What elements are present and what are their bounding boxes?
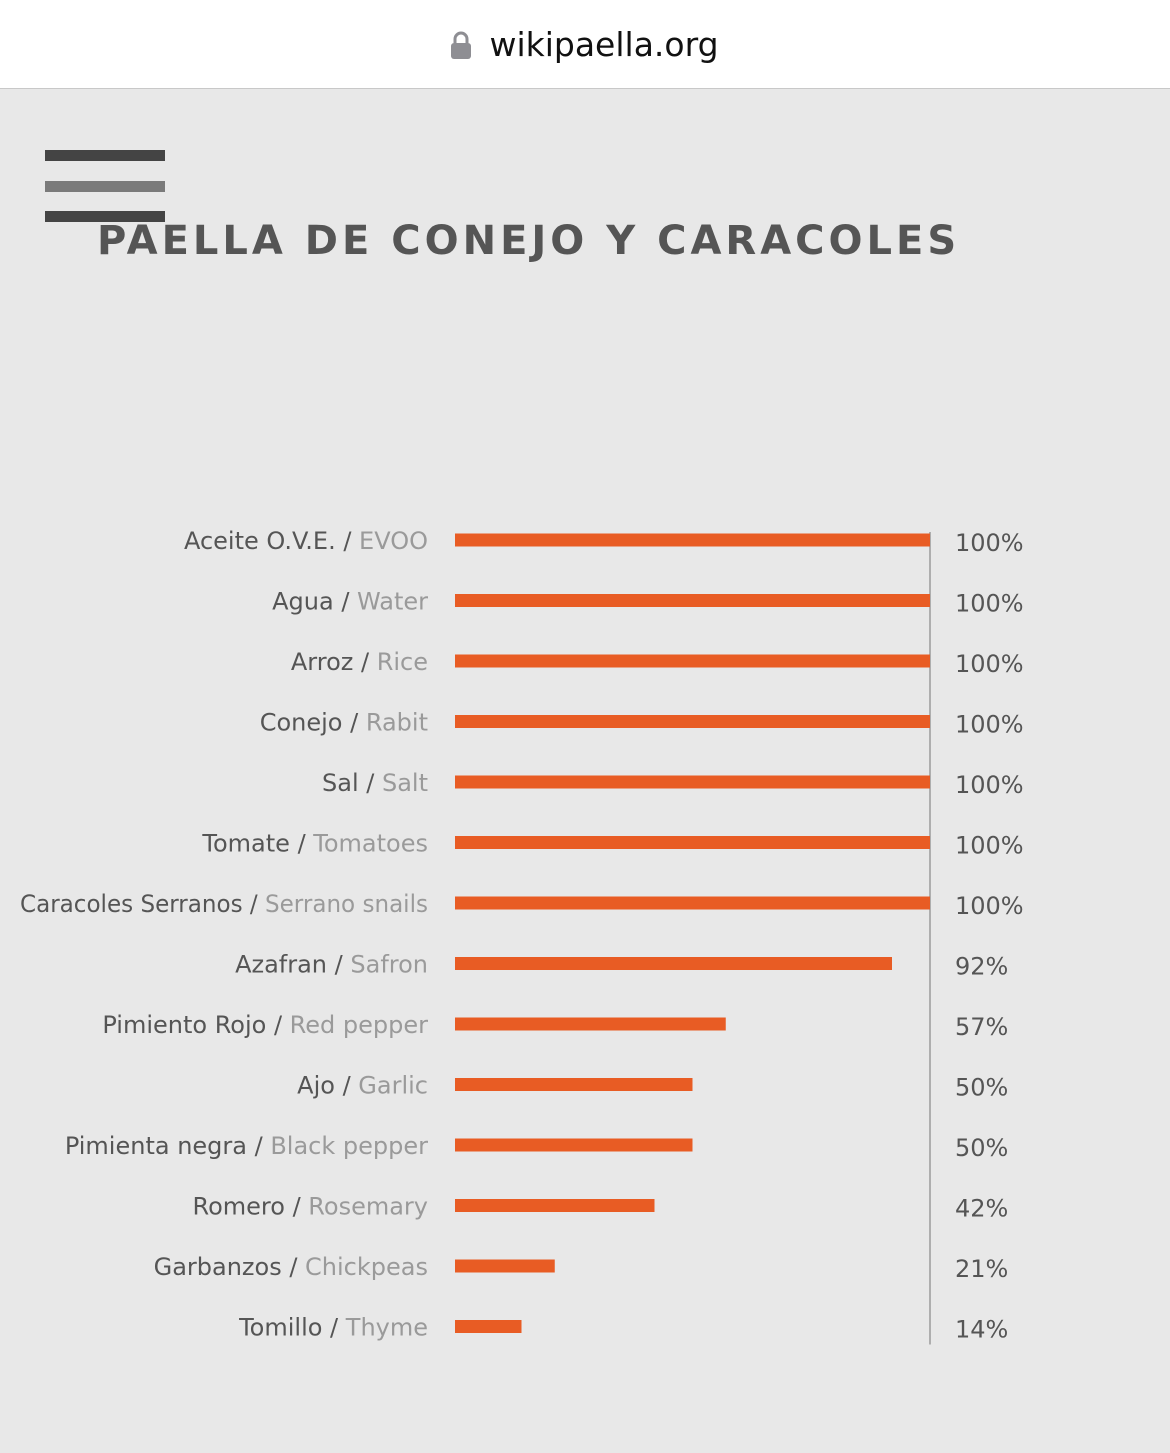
category-label: Arroz / Rice — [291, 648, 428, 676]
lock-icon — [451, 31, 472, 59]
bar — [455, 594, 930, 607]
category-label: Conejo / Rabit — [260, 709, 428, 737]
menu-line — [45, 211, 165, 222]
value-label: 100% — [955, 650, 1024, 678]
bar — [455, 1259, 555, 1273]
value-label: 92% — [955, 953, 1008, 981]
value-label: 57% — [955, 1013, 1008, 1041]
url-domain[interactable]: wikipaella.org — [489, 24, 719, 64]
value-label: 50% — [955, 1074, 1008, 1102]
bar — [455, 715, 930, 728]
value-label: 100% — [955, 590, 1024, 618]
bar — [455, 1078, 693, 1091]
category-label: Aceite O.V.E. / EVOO — [184, 527, 428, 555]
category-label: Ajo / Garlic — [297, 1072, 428, 1100]
value-label: 100% — [955, 711, 1024, 739]
value-label: 21% — [955, 1255, 1008, 1283]
page-title: PAELLA DE CONEJO Y CARACOLES — [97, 218, 961, 264]
bar — [455, 836, 930, 849]
category-label: Tomate / Tomatoes — [201, 830, 428, 858]
category-label: Sal / Salt — [322, 769, 428, 797]
value-label: 100% — [955, 892, 1024, 920]
value-label: 100% — [955, 832, 1024, 860]
value-label: 50% — [955, 1134, 1008, 1162]
bar — [455, 1320, 522, 1333]
category-label: Pimienta negra / Black pepper — [65, 1132, 428, 1160]
value-label: 100% — [955, 771, 1024, 799]
bar — [455, 533, 930, 547]
address-bar[interactable]: wikipaella.org — [0, 0, 1170, 89]
bar — [455, 896, 930, 910]
category-label: Agua / Water — [272, 588, 428, 616]
value-label: 100% — [955, 529, 1024, 557]
menu-line — [45, 150, 165, 161]
value-label: 14% — [955, 1316, 1008, 1344]
hamburger-menu-icon[interactable] — [45, 150, 165, 222]
bar — [455, 1017, 726, 1031]
bar — [455, 957, 892, 970]
value-label: 42% — [955, 1195, 1008, 1223]
bar — [455, 1199, 655, 1212]
category-label: Garbanzos / Chickpeas — [154, 1253, 428, 1281]
menu-line — [45, 181, 165, 192]
category-label: Azafran / Safron — [235, 951, 428, 979]
category-label: Pimiento Rojo / Red pepper — [102, 1011, 428, 1039]
bar — [455, 1138, 693, 1152]
bar — [455, 654, 930, 668]
bar — [455, 775, 930, 789]
category-label: Romero / Rosemary — [192, 1193, 428, 1221]
category-label: Caracoles Serranos / Serrano snails — [20, 890, 428, 918]
category-label: Tomillo / Thyme — [238, 1314, 428, 1342]
